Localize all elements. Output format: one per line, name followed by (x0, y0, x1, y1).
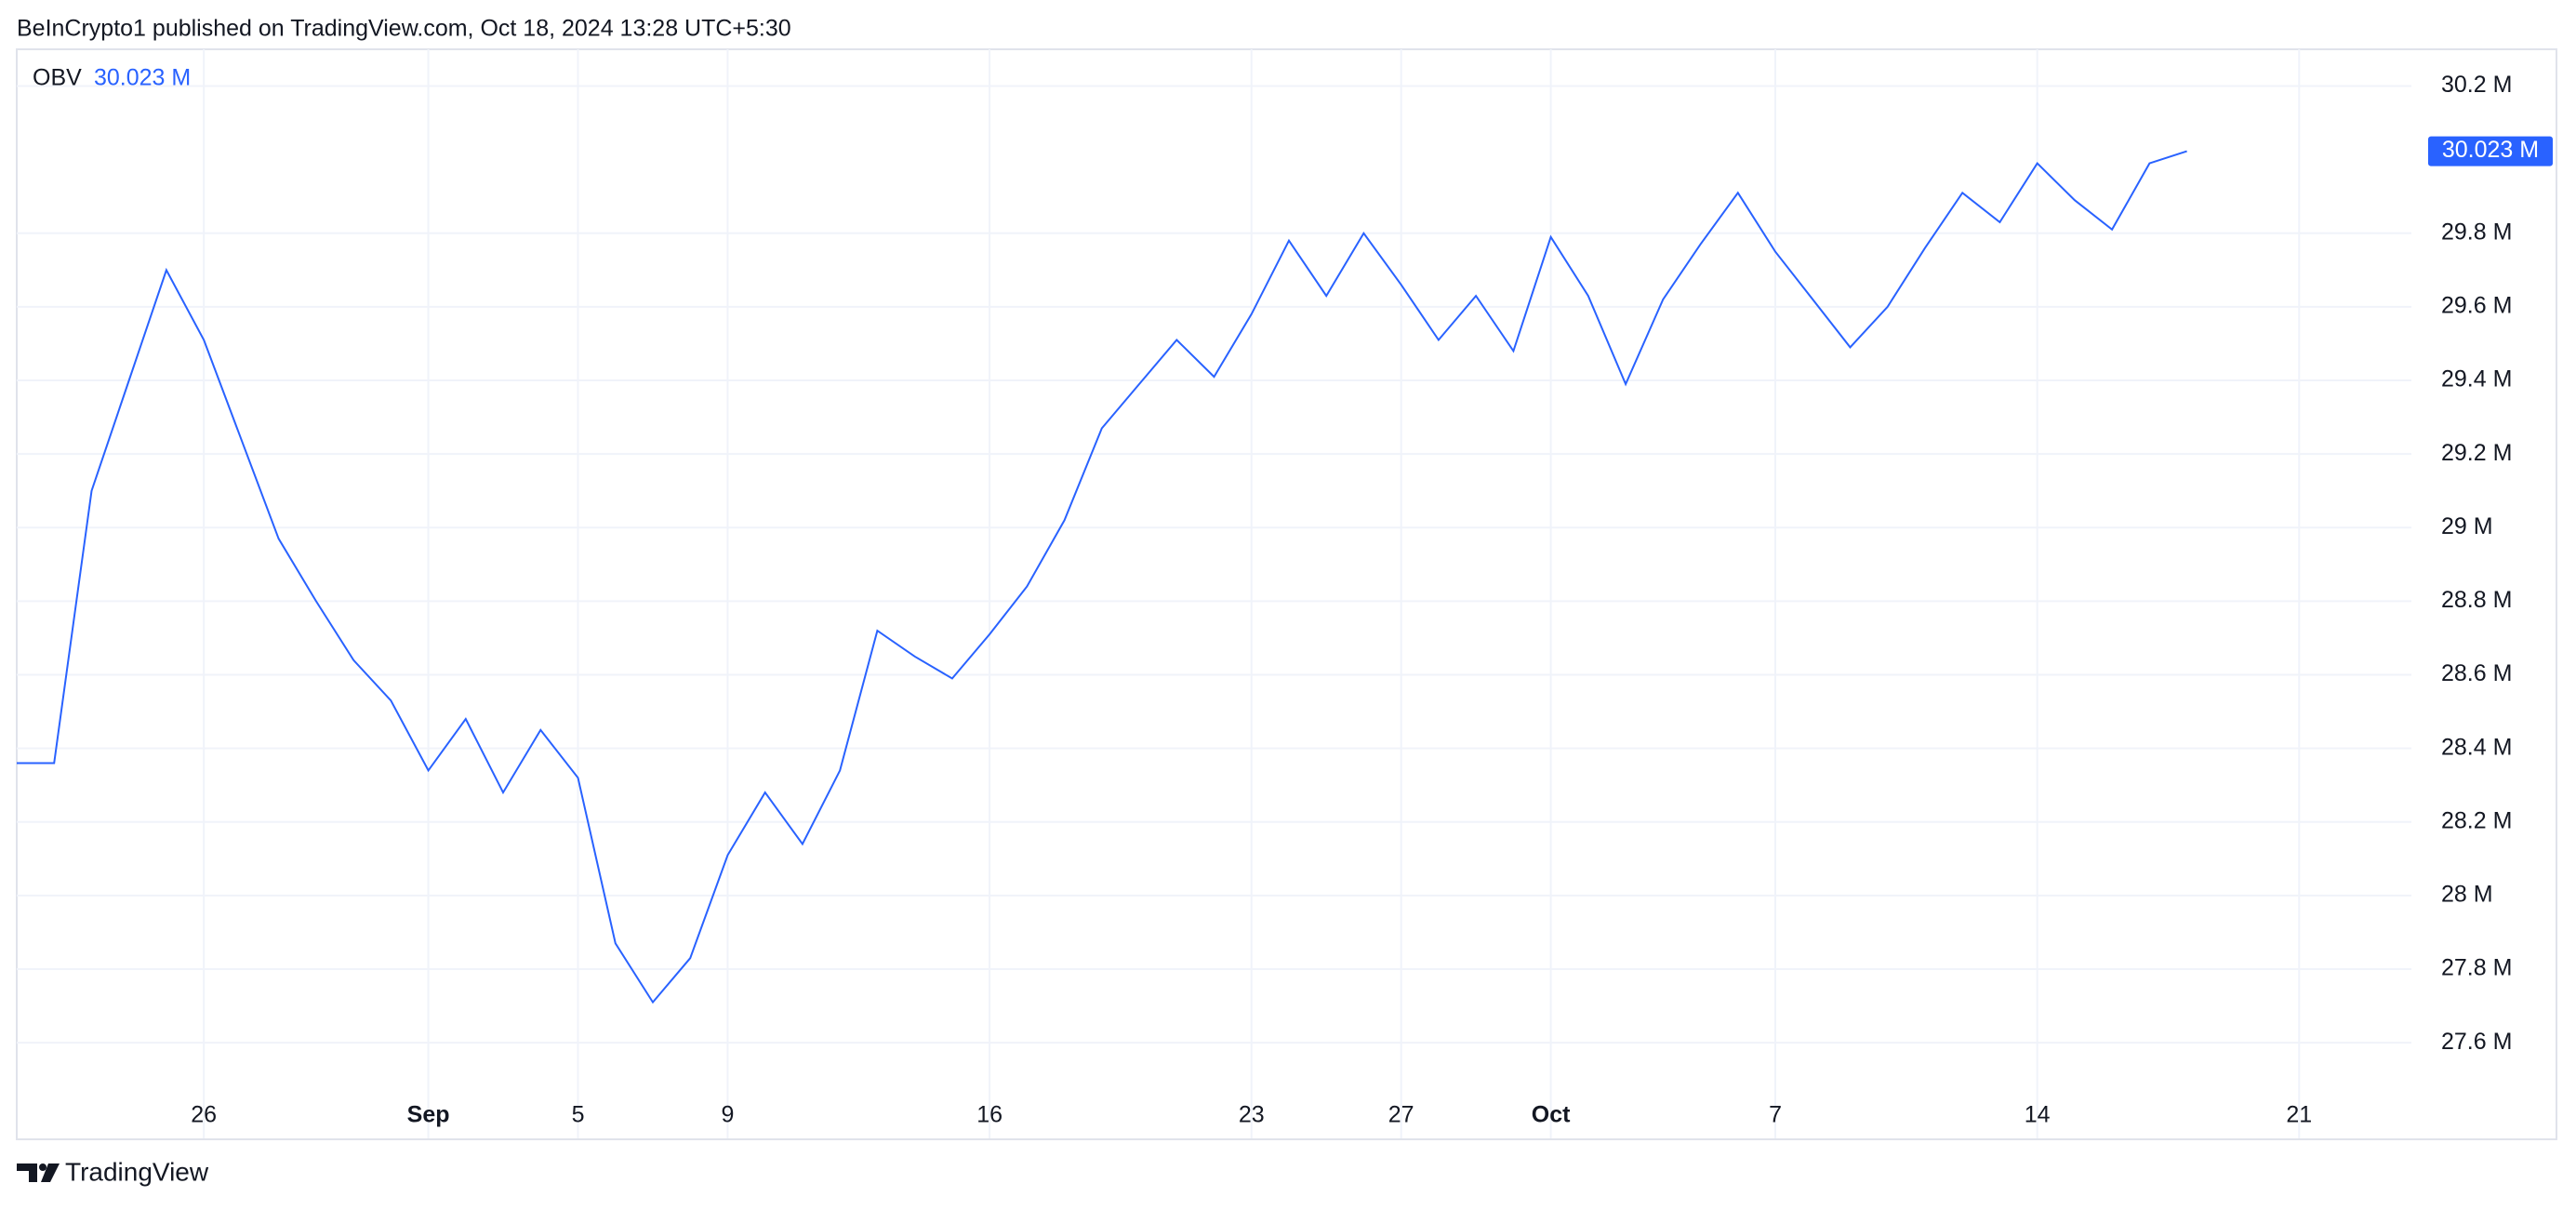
x-tick-label: 7 (1769, 1102, 1782, 1128)
y-tick-label: 29 M (2441, 513, 2493, 539)
y-tick-label: 28.4 M (2441, 734, 2512, 760)
y-tick-label: 30.2 M (2441, 72, 2512, 98)
x-tick-label: Sep (407, 1102, 450, 1128)
legend-name: OBV (33, 65, 82, 91)
x-tick-label: Oct (1532, 1102, 1571, 1128)
x-tick-label: 14 (2025, 1102, 2051, 1128)
line (17, 150, 2187, 1004)
header: BeInCrypto1 published on TradingView.com… (17, 16, 791, 42)
chart-frame (16, 48, 2557, 1140)
y-tick-label: 28 M (2441, 882, 2493, 908)
y-tick-label: 29.4 M (2441, 366, 2512, 392)
tv-logo (17, 1163, 60, 1182)
price-tag-label: 30.023 M (2442, 137, 2539, 163)
footer-brand: TradingView (65, 1157, 209, 1186)
x-tick-label: 9 (722, 1102, 735, 1128)
y-tick-label: 29.2 M (2441, 440, 2512, 466)
x-tick-label: 27 (1388, 1102, 1414, 1128)
x-tick-label: 23 (1239, 1102, 1265, 1128)
y-tick-label: 29.8 M (2441, 219, 2512, 245)
x-tick-label: 26 (191, 1102, 217, 1128)
price-tag (2428, 136, 2553, 166)
legend-value: 30.023 M (94, 65, 191, 91)
y-tick-label: 28.2 M (2441, 807, 2512, 833)
x-tick-label: 21 (2286, 1102, 2312, 1128)
x-tick-label: 16 (976, 1102, 1003, 1128)
y-tick-label: 27.6 M (2441, 1029, 2512, 1055)
y-tick-label: 27.8 M (2441, 955, 2512, 981)
y-tick-label: 29.6 M (2441, 293, 2512, 319)
x-tick-label: 5 (572, 1102, 585, 1128)
y-tick-label: 28.6 M (2441, 660, 2512, 686)
y-tick-label: 28.8 M (2441, 587, 2512, 613)
